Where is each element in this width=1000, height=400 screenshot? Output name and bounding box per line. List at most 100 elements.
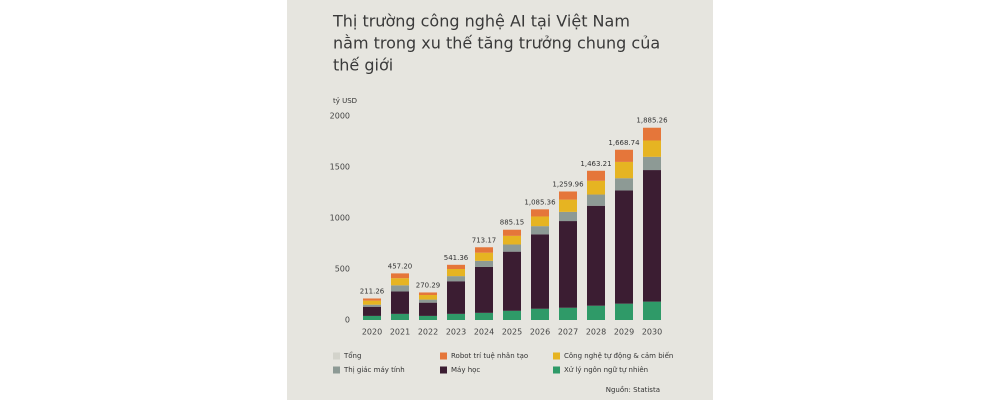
bar-segment [391,291,409,314]
bar-segment [363,315,381,320]
bar-segment [503,310,521,320]
x-tick-label: 2022 [418,328,438,337]
x-tick-label: 2027 [558,328,578,337]
x-tick-label: 2026 [530,328,550,337]
bar-segment [587,205,605,306]
legend-label: Tổng [343,351,361,360]
title-line: Thị trường công nghệ AI tại Việt Nam [332,12,630,31]
x-tick-label: 2021 [390,328,410,337]
bar-segment [587,194,605,206]
legend-swatch [440,352,447,360]
bar-segment [587,180,605,195]
bar-segment [643,170,661,302]
total-label: 1,085.36 [524,198,556,206]
bar-segment [363,306,381,316]
bar-segment [531,226,549,235]
bar-segment [559,191,577,200]
bar-segment [615,149,633,162]
total-label: 1,668.74 [608,139,640,147]
bar-segment [419,299,437,303]
legend-swatch [333,366,340,374]
bar-segment [447,313,465,320]
bar-segment [419,295,437,300]
bar-segment [559,211,577,222]
bar-segment [559,199,577,212]
title-line: thế giới [333,56,393,75]
bar-segment [391,313,409,320]
legend-label: Máy học [451,366,480,374]
bar-segment [615,161,633,179]
bar-segment [559,307,577,320]
total-label: 270.29 [416,281,441,289]
bar-segment [391,278,409,286]
x-tick-label: 2028 [586,328,606,337]
bar-segment [447,269,465,277]
legend-label: Công nghệ tự động & cảm biến [564,352,673,360]
x-tick-label: 2023 [446,328,466,337]
legend-swatch [333,352,340,360]
source: Nguồn: Statista [606,386,660,394]
bar-segment [503,244,521,252]
total-label: 457.20 [388,262,413,270]
bar-segment [447,276,465,282]
bar-segment [531,308,549,320]
bar-segment [615,303,633,320]
bar-segment [643,301,661,320]
bar-segment [419,292,437,296]
y-tick-label: 500 [335,265,350,274]
bar-segment [643,140,661,157]
card [287,0,713,400]
bar-segment [475,312,493,320]
x-tick-label: 2025 [502,328,522,337]
total-label: 885.15 [500,219,525,227]
total-label: 1,463.21 [580,160,611,168]
bar-segment [447,264,465,269]
bar-segment [475,247,493,253]
bar-segment [419,302,437,316]
y-unit: tỷ USD [333,96,357,105]
total-label: 211.26 [360,287,385,295]
bar-segment [503,235,521,245]
bar-segment [615,178,633,191]
bar-segment [587,305,605,320]
bar-segment [643,156,661,171]
title-line: nằm trong xu thế tăng trưởng chung của [333,34,660,53]
bar-segment [615,190,633,304]
x-tick-label: 2030 [642,328,662,337]
bar-segment [475,252,493,261]
x-tick-label: 2024 [474,328,494,337]
x-tick-label: 2029 [614,328,634,337]
total-label: 1,259.96 [552,180,584,188]
y-tick-label: 2000 [330,112,350,121]
bar-segment [559,221,577,308]
bar-segment [503,229,521,236]
bar-segment [587,170,605,181]
bar-segment [391,273,409,279]
bar-segment [531,209,549,217]
bar-segment [503,251,521,311]
bar-segment [447,281,465,314]
legend-swatch [553,366,560,374]
total-label: 541.36 [444,254,469,262]
bar-segment [363,298,381,301]
legend-swatch [553,352,560,360]
bar-segment [531,234,549,309]
legend-swatch [440,366,447,374]
bar-segment [475,266,493,313]
bar-segment [363,300,381,305]
bar-segment [419,315,437,320]
legend-label: Thị giác máy tính [343,366,405,374]
bar-segment [475,260,493,267]
y-tick-label: 1000 [330,214,350,223]
bar-segment [531,216,549,227]
legend-label: Robot trí tuệ nhân tạo [451,352,528,360]
total-label: 713.17 [472,236,497,244]
bar-segment [363,304,381,307]
y-tick-label: 1500 [330,163,350,172]
total-label: 1,885.26 [636,117,668,125]
legend-label: Xử lý ngôn ngữ tự nhiên [564,366,648,374]
y-tick-label: 0 [345,316,350,325]
bar-segment [643,127,661,141]
bar-segment [391,285,409,292]
